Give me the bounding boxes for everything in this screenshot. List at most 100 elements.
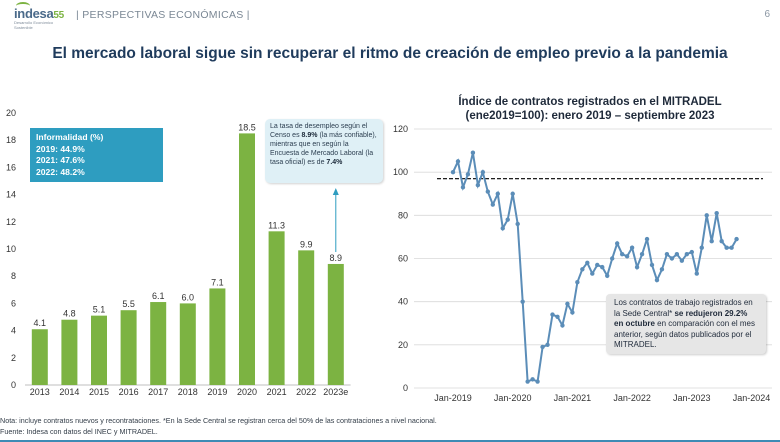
data-point — [689, 249, 694, 255]
y-tick-label: 4 — [11, 326, 16, 336]
y-tick-label: 10 — [6, 244, 16, 254]
data-point — [585, 260, 590, 266]
x-tick-label: 2017 — [148, 387, 168, 397]
y-tick-label: 12 — [6, 217, 16, 227]
y-tick-label: 6 — [11, 298, 16, 308]
bar — [31, 329, 48, 385]
informality-title: Informalidad (%) — [36, 132, 104, 142]
census-note-box: La tasa de desempleo según el Censo es 8… — [265, 119, 383, 183]
section-label: | PERSPECTIVAS ECONÓMICAS | — [76, 9, 250, 21]
data-point — [719, 239, 724, 244]
data-point — [575, 280, 580, 285]
x-tick-label: 2019 — [207, 387, 227, 397]
data-point — [520, 299, 525, 304]
logo-arc-icon — [16, 2, 30, 10]
y-tick-label: 80 — [398, 210, 408, 220]
data-point — [580, 267, 585, 272]
data-point — [610, 256, 615, 261]
data-point — [729, 245, 734, 250]
y-tick-label: 8 — [11, 271, 16, 281]
data-point — [515, 221, 520, 227]
data-point — [614, 241, 620, 246]
x-tick-label: 2015 — [89, 387, 109, 397]
data-point — [565, 301, 570, 307]
x-tick-label: 2023e — [323, 387, 348, 397]
data-point — [669, 256, 675, 261]
data-label: 9.9 — [300, 239, 313, 249]
data-label: 5.1 — [93, 305, 106, 315]
footnote-note: Nota: incluye contratos nuevos y recontr… — [0, 416, 437, 425]
data-point — [595, 262, 600, 268]
data-point — [605, 273, 610, 278]
data-point — [704, 213, 709, 218]
slide-title: El mercado laboral sigue sin recuperar e… — [52, 45, 728, 62]
data-point — [570, 310, 575, 315]
data-point — [624, 254, 630, 259]
data-point — [644, 236, 650, 242]
informality-box: Informalidad (%) 2019: 44.9% 2021: 47.6%… — [30, 128, 163, 182]
unemployment-bar-chart: 0 2 4 6 8 10 12 14 16 18 20 4.1 2013 4.8 2014 5.1 2015 5.… — [6, 108, 351, 397]
y-tick-label: 120 — [393, 124, 408, 134]
data-point — [664, 251, 670, 257]
bar — [298, 250, 315, 385]
data-point — [555, 314, 560, 319]
data-label: 4.1 — [34, 318, 47, 328]
data-point — [724, 245, 729, 250]
data-point — [495, 191, 500, 196]
x-tick-label: 2014 — [59, 387, 79, 397]
data-point — [659, 267, 665, 272]
data-point — [475, 182, 481, 188]
y-tick-label: 60 — [398, 254, 408, 264]
x-tick-label: Jan-2024 — [733, 393, 771, 403]
data-point — [714, 210, 719, 216]
bar — [91, 315, 107, 385]
bar — [179, 303, 196, 385]
data-point — [500, 226, 505, 231]
data-point — [679, 258, 685, 263]
page-number: 6 — [764, 9, 770, 20]
y-tick-label: 20 — [398, 340, 408, 350]
header: indesa55 Desarrollo Económico Sostenible… — [0, 0, 780, 32]
y-tick-label: 40 — [398, 297, 408, 307]
data-point — [654, 277, 660, 283]
data-label: 11.3 — [268, 220, 285, 230]
y-tick-label: 0 — [403, 383, 408, 393]
x-tick-label: 2022 — [296, 387, 316, 397]
x-tick-label: Jan-2021 — [554, 393, 592, 403]
data-point — [485, 189, 491, 194]
data-point — [510, 191, 515, 196]
y-tick-label: 100 — [393, 167, 408, 177]
bar — [61, 319, 78, 385]
data-point — [465, 172, 471, 177]
arrow-head-icon — [332, 188, 339, 195]
indesa-logo: indesa55 Desarrollo Económico Sostenible — [14, 2, 70, 30]
bar — [268, 231, 285, 385]
y-tick-label: 16 — [6, 162, 16, 172]
data-point — [530, 377, 535, 382]
logo-subtitle: Desarrollo Económico Sostenible — [14, 20, 54, 30]
informality-line: 2019: 44.9% — [36, 143, 85, 154]
x-tick-label: 2016 — [119, 387, 139, 397]
data-label: 4.8 — [63, 309, 76, 319]
bar — [150, 302, 167, 385]
data-label: 5.5 — [122, 299, 135, 309]
data-label: 8.9 — [330, 253, 343, 263]
contracts-annotation-box: Los contratos de trabajo registrados en … — [606, 294, 766, 354]
data-point — [535, 379, 540, 384]
data-point — [600, 264, 605, 270]
data-point — [470, 150, 476, 155]
data-point — [649, 262, 655, 268]
data-point — [490, 202, 495, 207]
series-line — [452, 152, 738, 383]
x-tick-label: Jan-2019 — [434, 393, 472, 403]
bar — [239, 133, 255, 385]
informality-line: 2021: 47.6% — [36, 155, 85, 165]
x-tick-label: Jan-2022 — [613, 393, 651, 403]
data-point — [684, 251, 690, 257]
data-point — [699, 245, 704, 250]
data-label: 6.0 — [182, 292, 195, 302]
x-tick-label: 2021 — [267, 387, 287, 397]
data-point — [629, 245, 635, 250]
x-tick-label: Jan-2023 — [673, 393, 711, 403]
data-point — [460, 185, 466, 190]
